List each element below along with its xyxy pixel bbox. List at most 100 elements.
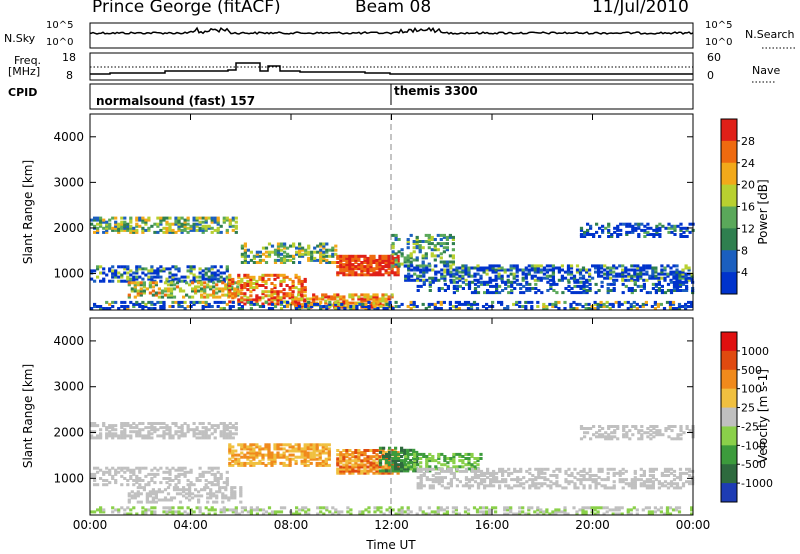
range-gate-cell bbox=[469, 307, 474, 310]
range-gate-cell bbox=[174, 468, 178, 472]
range-gate-cell bbox=[437, 289, 441, 292]
range-gate-cell bbox=[301, 248, 305, 252]
range-gate-cell bbox=[240, 307, 244, 310]
range-gate-cell bbox=[654, 266, 658, 270]
range-gate-cell bbox=[376, 300, 380, 304]
range-gate-cell bbox=[495, 291, 499, 295]
range-gate-cell bbox=[630, 291, 634, 295]
range-gate-cell bbox=[133, 283, 137, 287]
range-gate-cell bbox=[123, 226, 127, 230]
range-gate-cell bbox=[536, 268, 540, 272]
range-gate-cell bbox=[237, 512, 241, 516]
range-gate-cell bbox=[421, 302, 425, 306]
range-gate-cell bbox=[261, 246, 266, 250]
colorbar-tick-label: -25 bbox=[741, 420, 759, 433]
range-gate-cell bbox=[660, 272, 664, 276]
range-gate-cell bbox=[479, 452, 483, 456]
range-gate-cell bbox=[425, 278, 429, 282]
range-gate-cell bbox=[600, 280, 604, 284]
range-gate-cell bbox=[204, 506, 208, 510]
range-gate-cell bbox=[191, 281, 195, 285]
range-gate-cell bbox=[351, 465, 355, 469]
range-gate-cell bbox=[336, 459, 340, 463]
range-gate-cell bbox=[171, 222, 175, 226]
range-gate-cell bbox=[292, 261, 296, 264]
range-gate-cell bbox=[483, 471, 487, 475]
range-gate-cell bbox=[177, 222, 181, 226]
range-gate-cell bbox=[213, 428, 217, 432]
range-gate-cell bbox=[213, 424, 217, 428]
range-gate-cell bbox=[680, 305, 685, 308]
range-gate-cell bbox=[416, 278, 420, 282]
range-gate-cell bbox=[228, 307, 232, 310]
range-gate-cell bbox=[228, 430, 232, 434]
range-gate-cell bbox=[304, 250, 308, 254]
range-gate-cell bbox=[378, 465, 382, 469]
range-gate-cell bbox=[507, 467, 511, 471]
range-gate-cell bbox=[443, 276, 447, 280]
range-gate-cell bbox=[360, 254, 364, 258]
colorbar-swatch bbox=[721, 250, 737, 273]
range-gate-cell bbox=[156, 224, 160, 228]
range-gate-cell bbox=[319, 252, 323, 256]
range-gate-cell bbox=[162, 432, 166, 436]
range-gate-cell bbox=[400, 254, 404, 258]
range-gate-cell bbox=[403, 461, 407, 465]
range-gate-cell bbox=[168, 506, 172, 510]
range-gate-cell bbox=[165, 510, 169, 514]
range-gate-cell bbox=[204, 218, 208, 222]
range-gate-cell bbox=[162, 218, 166, 222]
range-gate-cell bbox=[372, 461, 376, 465]
range-gate-cell bbox=[367, 307, 371, 310]
range-gate-cell bbox=[153, 428, 157, 432]
range-gate-cell bbox=[207, 434, 211, 438]
range-gate-cell bbox=[400, 467, 404, 471]
range-gate-cell bbox=[439, 233, 443, 237]
range-gate-cell bbox=[222, 271, 226, 275]
range-gate-cell bbox=[461, 287, 465, 290]
range-gate-cell bbox=[252, 451, 256, 455]
range-gate-cell bbox=[240, 288, 244, 292]
range-gate-cell bbox=[566, 264, 571, 268]
range-gate-cell bbox=[384, 269, 388, 273]
range-gate-cell bbox=[485, 506, 489, 510]
range-gate-cell bbox=[397, 459, 401, 463]
range-gate-cell bbox=[555, 291, 559, 295]
range-gate-cell bbox=[255, 453, 259, 457]
range-gate-cell bbox=[345, 449, 349, 452]
range-gate-cell bbox=[605, 506, 609, 510]
range-gate-cell bbox=[621, 264, 625, 268]
range-gate-cell bbox=[587, 506, 591, 510]
range-gate-cell bbox=[613, 226, 617, 230]
range-gate-cell bbox=[606, 289, 610, 292]
range-gate-cell bbox=[510, 478, 514, 482]
range-gate-cell bbox=[237, 307, 241, 310]
range-gate-cell bbox=[629, 302, 633, 306]
range-gate-cell bbox=[207, 275, 211, 279]
range-gate-cell bbox=[224, 488, 228, 492]
range-gate-cell bbox=[325, 508, 329, 512]
range-gate-cell bbox=[504, 478, 508, 482]
range-gate-cell bbox=[581, 508, 585, 512]
range-gate-cell bbox=[558, 484, 562, 488]
range-gate-cell bbox=[397, 262, 401, 266]
range-gate-cell bbox=[213, 271, 217, 275]
range-gate-cell bbox=[652, 235, 656, 238]
range-gate-cell bbox=[606, 467, 610, 471]
range-gate-cell bbox=[169, 293, 174, 297]
range-gate-cell bbox=[506, 305, 510, 308]
range-gate-cell bbox=[498, 467, 502, 471]
range-gate-cell bbox=[261, 275, 265, 279]
range-gate-cell bbox=[640, 429, 644, 433]
range-gate-cell bbox=[364, 307, 368, 310]
range-gate-cell bbox=[512, 264, 516, 268]
range-gate-cell bbox=[120, 426, 124, 430]
range-gate-cell bbox=[180, 506, 184, 510]
range-gate-cell bbox=[354, 293, 358, 297]
range-gate-cell bbox=[213, 220, 217, 224]
range-gate-cell bbox=[168, 216, 172, 220]
range-gate-cell bbox=[136, 494, 140, 498]
range-gate-cell bbox=[198, 300, 202, 304]
range-gate-cell bbox=[654, 276, 658, 280]
range-gate-cell bbox=[666, 482, 671, 486]
